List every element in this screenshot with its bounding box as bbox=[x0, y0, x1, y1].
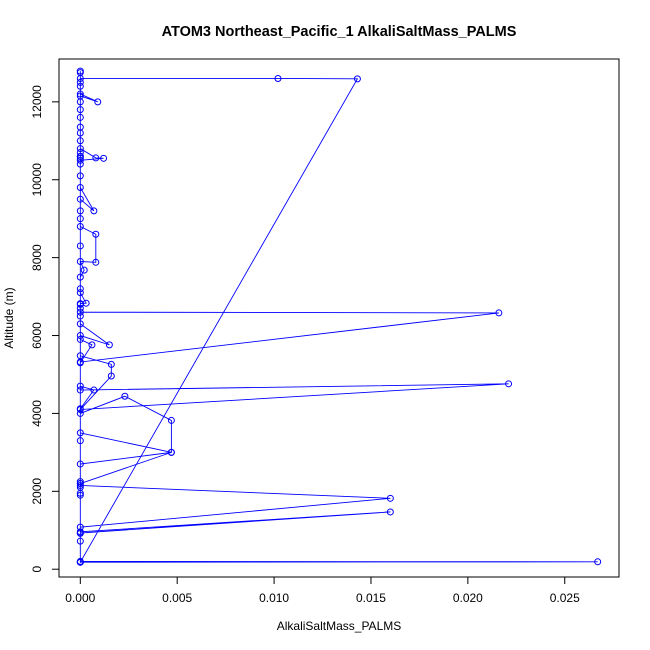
y-tick-label: 4000 bbox=[30, 400, 44, 427]
data-point bbox=[76, 409, 84, 417]
y-tick-label: 2000 bbox=[30, 478, 44, 505]
data-point bbox=[100, 154, 108, 162]
data-point bbox=[76, 491, 84, 499]
data-point bbox=[80, 266, 88, 274]
data-point bbox=[76, 242, 84, 250]
series-line bbox=[79, 71, 598, 564]
data-point bbox=[76, 382, 84, 390]
data-point bbox=[92, 258, 100, 266]
y-tick-label: 8000 bbox=[30, 244, 44, 271]
data-point bbox=[594, 558, 602, 566]
data-point bbox=[76, 460, 84, 468]
data-point bbox=[76, 304, 84, 312]
data-point bbox=[76, 184, 84, 192]
y-axis-label: Altitude (m) bbox=[2, 287, 16, 348]
data-point bbox=[76, 215, 84, 223]
x-tick-label: 0.015 bbox=[356, 591, 386, 605]
data-point bbox=[76, 285, 84, 293]
data-point bbox=[76, 481, 84, 489]
data-point bbox=[167, 416, 175, 424]
data-point bbox=[386, 508, 394, 516]
y-tick-label: 6000 bbox=[30, 322, 44, 349]
data-point bbox=[76, 480, 84, 488]
data-point bbox=[76, 358, 84, 366]
data-point bbox=[76, 82, 84, 90]
data-point bbox=[167, 448, 175, 456]
data-point bbox=[76, 537, 84, 545]
data-point bbox=[76, 273, 84, 281]
data-point bbox=[76, 478, 84, 486]
data-point bbox=[92, 154, 100, 162]
data-point bbox=[76, 222, 84, 230]
data-point bbox=[76, 69, 84, 77]
data-point bbox=[76, 148, 84, 156]
series-points bbox=[76, 67, 602, 566]
x-axis: 0.000 0.005 0.010 0.015 0.020 0.025 bbox=[65, 576, 580, 605]
data-point bbox=[76, 195, 84, 203]
data-point bbox=[121, 392, 129, 400]
data-point bbox=[76, 386, 84, 394]
data-point bbox=[107, 360, 115, 368]
x-axis-label: AlkaliSaltMass_PALMS bbox=[277, 619, 402, 633]
data-point bbox=[76, 258, 84, 266]
data-point bbox=[76, 437, 84, 445]
data-point bbox=[76, 289, 84, 297]
data-point bbox=[76, 523, 84, 531]
data-point bbox=[88, 341, 96, 349]
data-point bbox=[105, 341, 113, 349]
data-point bbox=[76, 429, 84, 437]
data-point bbox=[76, 160, 84, 168]
data-point bbox=[505, 380, 513, 388]
data-point bbox=[76, 90, 84, 98]
data-point bbox=[76, 335, 84, 343]
data-point bbox=[76, 123, 84, 131]
data-point bbox=[76, 152, 84, 160]
data-point bbox=[386, 494, 394, 502]
data-point bbox=[76, 406, 84, 414]
data-point bbox=[76, 113, 84, 121]
data-point bbox=[92, 230, 100, 238]
data-point bbox=[76, 92, 84, 100]
data-point bbox=[76, 78, 84, 86]
data-point bbox=[76, 332, 84, 340]
x-tick-label: 0.020 bbox=[453, 591, 483, 605]
data-point bbox=[495, 309, 503, 317]
data-point bbox=[94, 98, 102, 106]
data-point bbox=[76, 106, 84, 114]
x-tick-label: 0.010 bbox=[259, 591, 289, 605]
x-tick-label: 0.000 bbox=[65, 591, 95, 605]
data-point bbox=[353, 75, 361, 83]
y-tick-label: 12000 bbox=[30, 85, 44, 119]
data-point bbox=[76, 320, 84, 328]
data-point bbox=[82, 299, 90, 307]
y-tick-label: 0 bbox=[30, 566, 44, 573]
x-tick-label: 0.025 bbox=[550, 591, 580, 605]
data-point bbox=[107, 372, 115, 380]
data-point bbox=[76, 207, 84, 215]
data-point bbox=[76, 137, 84, 145]
data-point bbox=[76, 145, 84, 153]
x-tick-label: 0.005 bbox=[162, 591, 192, 605]
data-point bbox=[90, 386, 98, 394]
y-axis: 0 2000 4000 6000 8000 10000 12000 bbox=[30, 85, 60, 573]
data-point bbox=[76, 312, 84, 320]
data-point bbox=[90, 207, 98, 215]
series-lines bbox=[79, 71, 598, 564]
data-point bbox=[274, 74, 282, 82]
data-point bbox=[76, 308, 84, 316]
data-point bbox=[76, 156, 84, 164]
data-point bbox=[76, 172, 84, 180]
plot-frame bbox=[58, 58, 620, 578]
y-tick-label: 10000 bbox=[30, 163, 44, 197]
chart-title: ATOM3 Northeast_Pacific_1 AlkaliSaltMass… bbox=[162, 24, 517, 40]
data-point bbox=[76, 558, 84, 566]
